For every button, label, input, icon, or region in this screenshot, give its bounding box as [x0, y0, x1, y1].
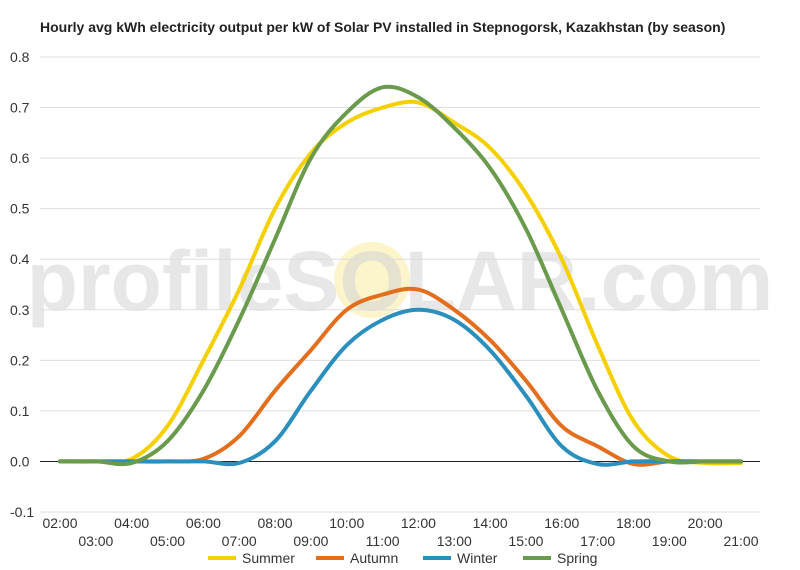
- x-tick-label: 19:00: [652, 533, 687, 549]
- y-tick-label: 0.4: [10, 251, 30, 267]
- y-tick-label: -0.1: [10, 504, 34, 520]
- y-tick-label: 0.6: [10, 150, 30, 166]
- x-tick-label: 14:00: [473, 515, 508, 531]
- legend-label: Winter: [457, 550, 498, 566]
- y-tick-label: 0.5: [10, 201, 30, 217]
- x-tick-label: 13:00: [437, 533, 472, 549]
- legend-label: Spring: [557, 550, 597, 566]
- x-tick-label: 09:00: [293, 533, 328, 549]
- series-line-winter: [58, 307, 743, 467]
- series-lines: [58, 84, 743, 467]
- chart-title: Hourly avg kWh electricity output per kW…: [40, 19, 726, 35]
- series-line-summer: [58, 99, 743, 466]
- x-tick-label: 11:00: [366, 533, 400, 549]
- y-tick-label: 0.2: [10, 352, 30, 368]
- x-tick-label: 12:00: [401, 515, 436, 531]
- legend-label: Summer: [242, 550, 295, 566]
- x-tick-label: 05:00: [150, 533, 185, 549]
- x-tick-label: 08:00: [258, 515, 293, 531]
- series-line-spring: [58, 84, 743, 467]
- x-tick-label: 07:00: [222, 533, 257, 549]
- x-tick-label: 17:00: [580, 533, 615, 549]
- x-tick-label: 21:00: [723, 533, 758, 549]
- x-tick-label: 16:00: [544, 515, 579, 531]
- y-tick-label: 0.8: [10, 49, 30, 65]
- x-tick-label: 02:00: [42, 515, 77, 531]
- y-tick-label: 0.1: [10, 403, 30, 419]
- x-tick-label: 18:00: [616, 515, 651, 531]
- x-axis-ticks: 02:0003:0004:0005:0006:0007:0008:0009:00…: [42, 515, 758, 549]
- y-tick-label: 0.7: [10, 100, 30, 116]
- grid: [40, 56, 760, 513]
- x-tick-label: 20:00: [688, 515, 723, 531]
- legend-label: Autumn: [350, 550, 398, 566]
- watermark-sun-icon: [334, 242, 410, 318]
- x-tick-label: 03:00: [78, 533, 113, 549]
- y-axis-ticks: -0.1 0.0 0.1 0.2 0.3 0.4 0.5 0.6 0.7 0.8: [10, 49, 34, 520]
- x-tick-label: 10:00: [329, 515, 364, 531]
- x-tick-label: 15:00: [508, 533, 543, 549]
- x-tick-label: 06:00: [186, 515, 221, 531]
- x-tick-label: 04:00: [114, 515, 149, 531]
- legend: Summer Autumn Winter Spring: [208, 550, 597, 566]
- y-tick-label: 0.0: [10, 453, 30, 469]
- y-tick-label: 0.3: [10, 302, 30, 318]
